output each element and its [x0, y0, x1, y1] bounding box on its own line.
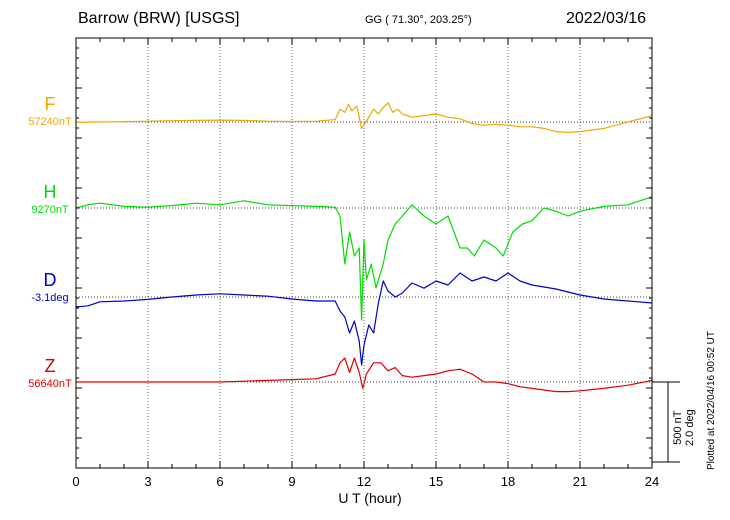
x-tick-label-0: 0 [72, 474, 80, 489]
scale-bar-label: 500 nT 2.0 deg [672, 409, 696, 446]
x-tick-label-9: 9 [288, 474, 296, 489]
scale-bar-deg-label: 2.0 deg [684, 409, 696, 446]
x-tick-label-3: 3 [144, 474, 152, 489]
x-tick-label-24: 24 [644, 474, 660, 489]
x-tick-label-15: 15 [428, 474, 444, 489]
trace-Z [76, 357, 653, 393]
x-axis-label: U T (hour) [338, 490, 402, 506]
component-label-Z: Z [44, 356, 56, 376]
baseline-value-D: -3.1deg [31, 292, 69, 304]
station-coordinates: GG ( 71.30°, 203.25°) [365, 14, 472, 26]
baseline-value-F: 57240nT [28, 116, 72, 128]
x-tick-label-6: 6 [216, 474, 224, 489]
frame-layer [75, 37, 680, 469]
plotted-timestamp: Plotted at 2022/04/16 00:52 UT [706, 331, 717, 470]
x-tick-label-12: 12 [356, 474, 372, 489]
baseline-value-H: 9270nT [31, 204, 69, 216]
date-label: 2022/03/16 [566, 10, 647, 27]
trace-F [75, 102, 653, 133]
trace-H [75, 196, 653, 321]
trace-layer [75, 102, 653, 393]
x-tick-label-18: 18 [500, 474, 516, 489]
component-label-D: D [43, 270, 57, 290]
trace-D [75, 272, 653, 366]
scale-bar-nt-label: 500 nT [672, 410, 684, 445]
component-label-H: H [43, 182, 57, 202]
component-label-F: F [44, 94, 56, 114]
station-title: Barrow (BRW) [USGS] [78, 10, 240, 27]
x-tick-label-21: 21 [572, 474, 588, 489]
baseline-value-Z: 56640nT [28, 378, 72, 390]
